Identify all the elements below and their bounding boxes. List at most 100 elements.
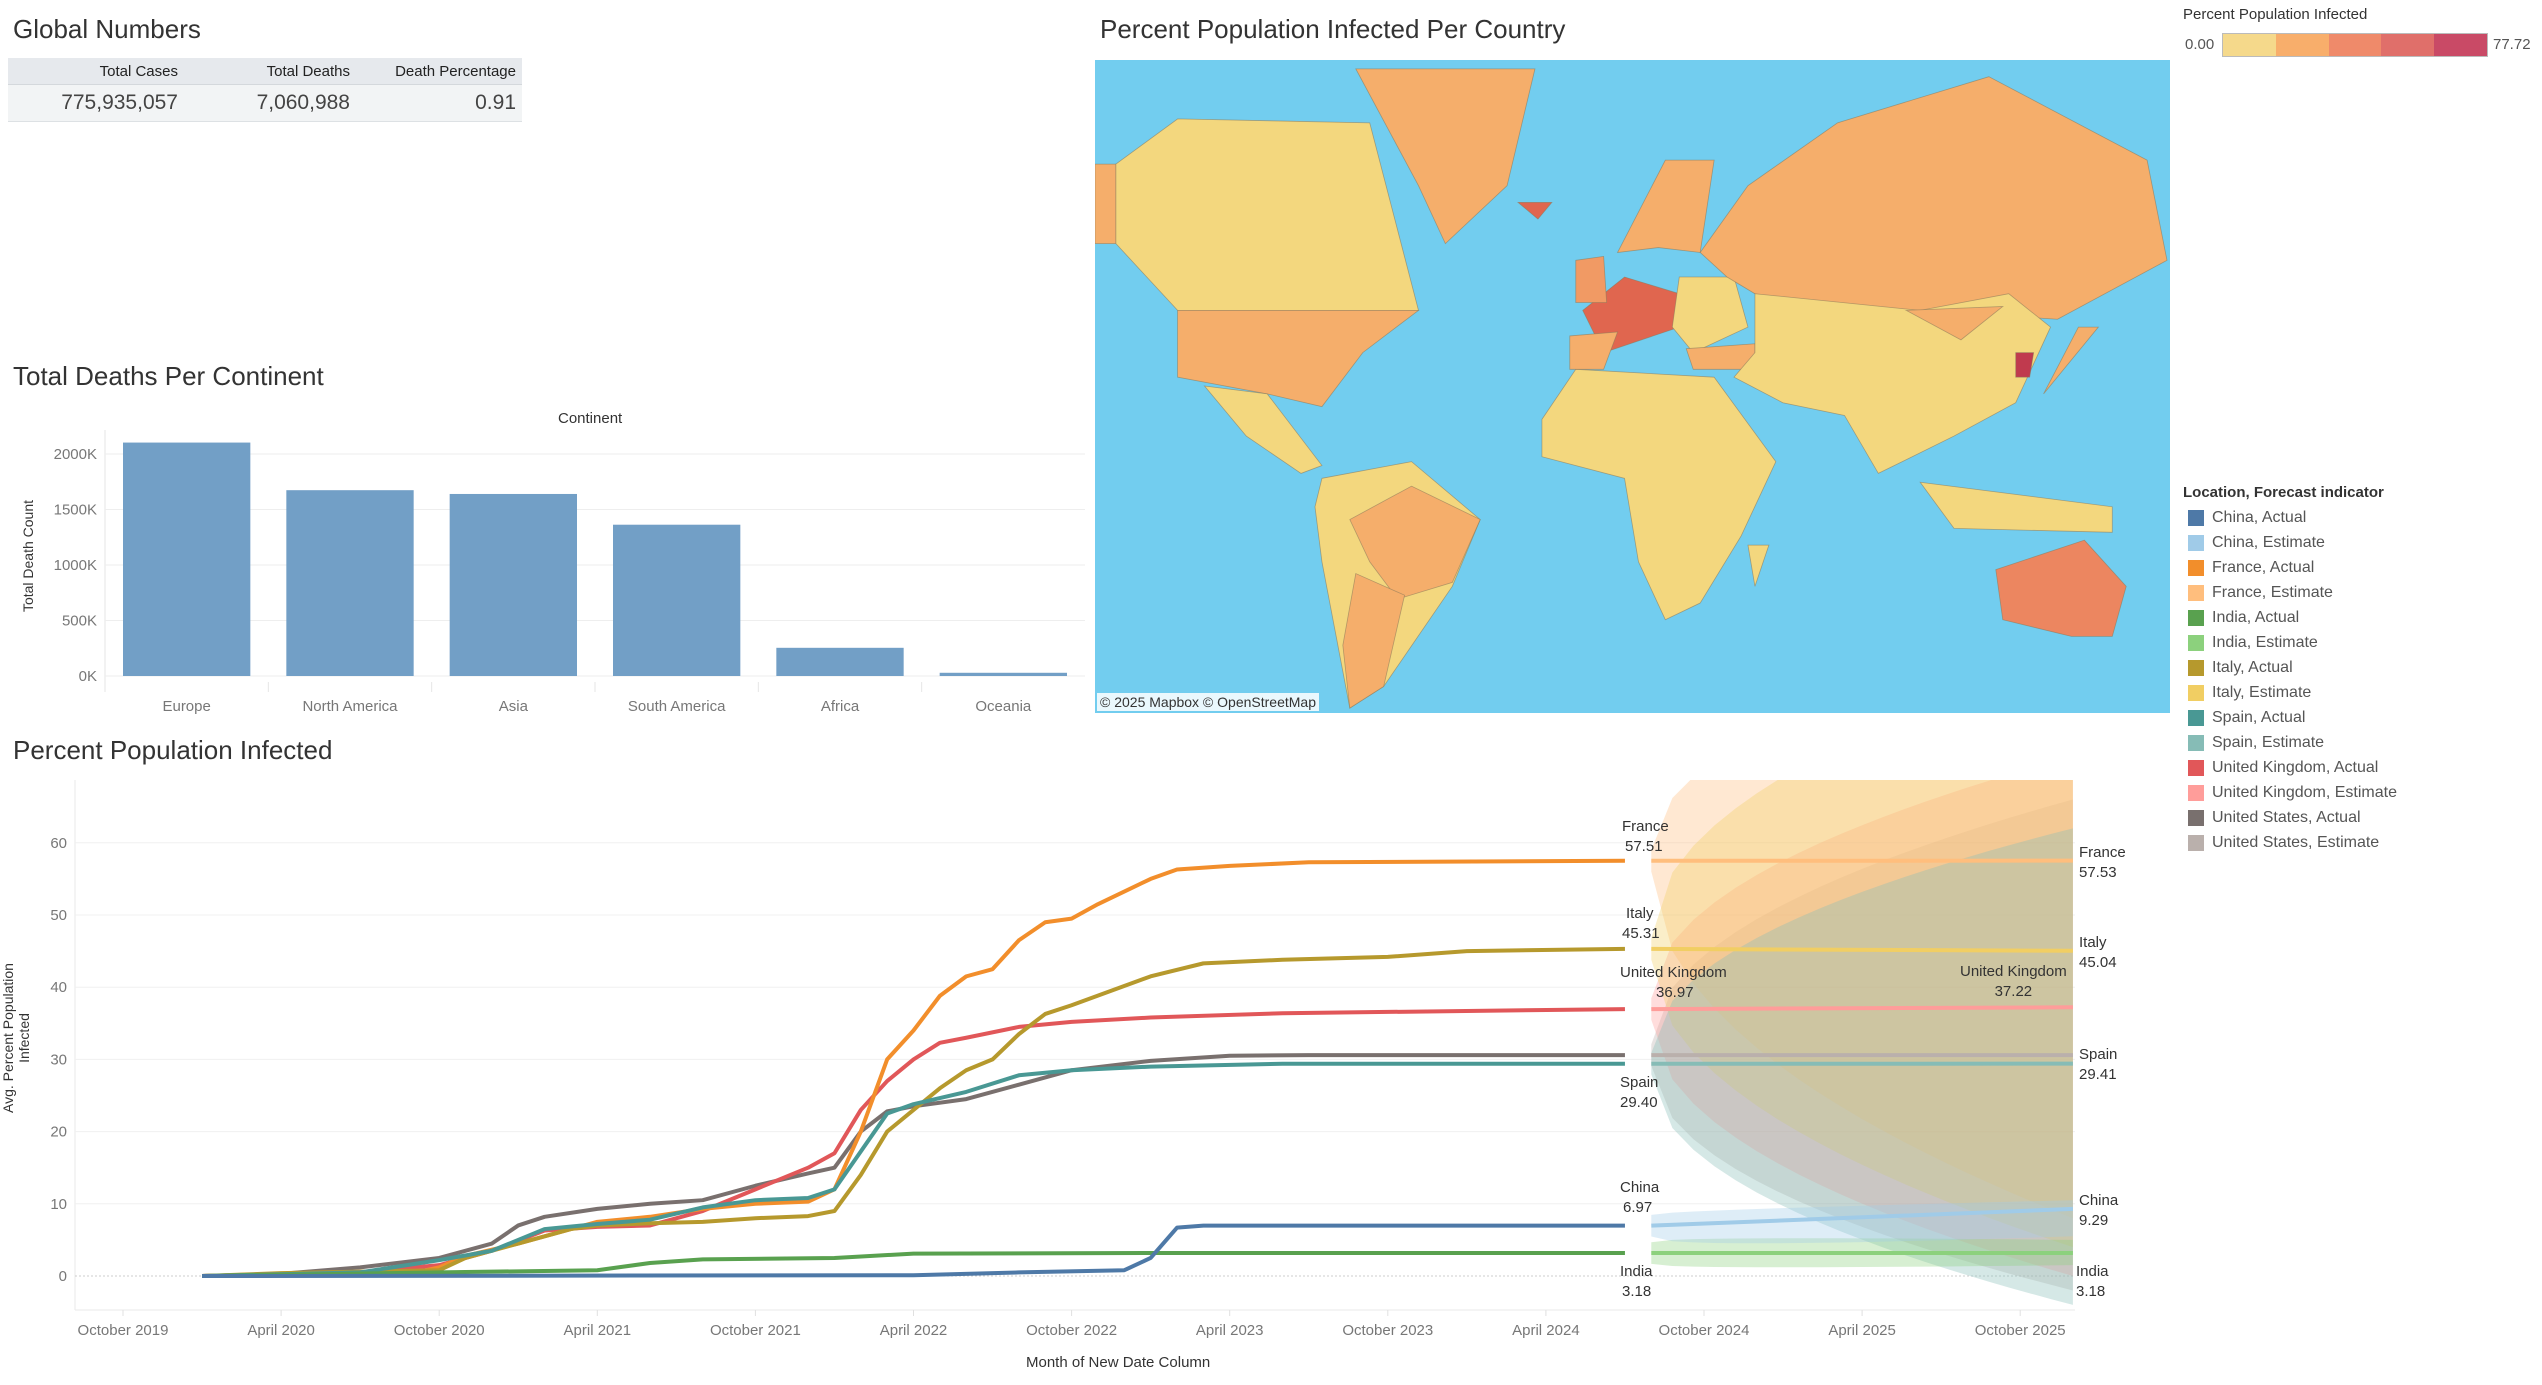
x-tick-label: Oceania	[975, 698, 1032, 715]
x-tick-label: October 2020	[394, 1322, 485, 1339]
label-actual-india: India 3.18	[1620, 1262, 1653, 1302]
bar-europe[interactable]	[123, 442, 251, 676]
total-deaths-value: 7,060,988	[256, 91, 350, 114]
line-actual-china[interactable]	[202, 1223, 1625, 1278]
world-map[interactable]: © 2025 Mapbox © OpenStreetMap	[1094, 60, 2170, 713]
header-total-deaths: Total Deaths	[266, 62, 350, 80]
country-russia[interactable]	[1699, 76, 2168, 320]
legend-label: India, Estimate	[2212, 634, 2318, 651]
label-estimate-india: India 3.18	[2076, 1262, 2109, 1302]
line-actual-united-states[interactable]	[201, 1053, 1625, 1278]
label-name: France	[1622, 818, 1669, 835]
line-actual-italy[interactable]	[201, 946, 1625, 1278]
legend-swatch	[2188, 535, 2204, 551]
bar-north-america[interactable]	[286, 490, 414, 676]
legend-item[interactable]: United Kingdom, Estimate	[2188, 783, 2397, 803]
region-southeast-asia[interactable]	[1919, 481, 2113, 533]
map-title: Percent Population Infected Per Country	[1100, 14, 1566, 44]
bar-asia[interactable]	[449, 493, 577, 676]
line-actual-india[interactable]	[202, 1251, 1625, 1278]
country-australia[interactable]	[1995, 539, 2127, 637]
legend-item[interactable]: India, Estimate	[2188, 633, 2318, 653]
line-estimate-italy[interactable]	[1651, 946, 2073, 953]
x-tick-label: Asia	[499, 698, 529, 715]
legend-swatch	[2188, 510, 2204, 526]
forecast-band-france	[1651, 780, 2073, 1219]
legend-item[interactable]: Spain, Actual	[2188, 708, 2305, 728]
label-name: India	[2076, 1263, 2109, 1280]
map-attribution[interactable]: © 2025 Mapbox © OpenStreetMap	[1097, 693, 1319, 711]
legend-label: United States, Estimate	[2212, 834, 2380, 851]
line-actual-united-kingdom[interactable]	[202, 1007, 1625, 1278]
color-legend-min: 0.00	[2185, 36, 2215, 53]
bar-chart-title: Total Deaths Per Continent	[13, 361, 324, 391]
label-actual-china: China 6.97	[1620, 1178, 1659, 1218]
country-brazil[interactable]	[1349, 485, 1481, 600]
x-tick-label: April 2024	[1512, 1322, 1580, 1339]
label-value: 29.40	[1620, 1094, 1658, 1111]
continent-africa[interactable]	[1541, 368, 1777, 621]
label-name: United Kingdom	[1620, 964, 1727, 981]
legend-item[interactable]: France, Actual	[2188, 558, 2314, 578]
legend-swatch	[2188, 835, 2204, 851]
y-tick-label: 40	[50, 979, 67, 996]
label-name: Italy	[2079, 934, 2107, 951]
country-madagascar[interactable]	[1747, 544, 1770, 587]
legend-item[interactable]: China, Actual	[2188, 508, 2306, 528]
line-chart-title: Percent Population Infected	[13, 735, 333, 765]
legend-item[interactable]: United States, Actual	[2188, 808, 2361, 828]
country-japan[interactable]	[2043, 326, 2100, 395]
region-asia[interactable]	[1733, 293, 2052, 474]
country-usa[interactable]	[1177, 310, 1420, 408]
bar-oceania[interactable]	[939, 672, 1067, 676]
world-map-svg[interactable]	[1094, 60, 2170, 713]
legend-label: India, Actual	[2212, 609, 2300, 626]
legend-label: Italy, Estimate	[2212, 684, 2312, 701]
country-uk[interactable]	[1575, 255, 1608, 303]
country-south-korea[interactable]	[2015, 352, 2035, 378]
country-scandinavia[interactable]	[1616, 159, 1715, 253]
legend-label: Italy, Actual	[2212, 659, 2293, 676]
country-mongolia[interactable]	[1904, 306, 2004, 341]
legend-item[interactable]: Italy, Estimate	[2188, 683, 2311, 703]
country-spain[interactable]	[1569, 331, 1619, 370]
y-tick-label: 60	[50, 835, 67, 852]
line-estimate-china[interactable]	[1651, 1206, 2073, 1228]
bar-africa[interactable]	[776, 647, 904, 676]
legend-item[interactable]: Italy, Actual	[2188, 658, 2293, 678]
label-name: Italy	[1626, 905, 1654, 922]
legend-swatch	[2188, 760, 2204, 776]
label-estimate-china: China 9.29	[2079, 1191, 2118, 1231]
y-tick-label: 0K	[79, 668, 97, 685]
country-greenland[interactable]	[1355, 68, 1536, 245]
table-row[interactable]: 775,935,057 7,060,988 0.91	[8, 85, 522, 122]
color-legend-title: Percent Population Infected	[2183, 6, 2368, 23]
line-actual-spain[interactable]	[202, 1061, 1625, 1278]
bar-south-america[interactable]	[613, 524, 741, 676]
x-tick-label: April 2022	[880, 1322, 948, 1339]
legend-label: Spain, Estimate	[2212, 734, 2325, 751]
line-estimate-united-kingdom[interactable]	[1651, 1005, 2073, 1012]
legend-item[interactable]: China, Estimate	[2188, 533, 2325, 553]
legend-item[interactable]: India, Actual	[2188, 608, 2299, 628]
legend-item[interactable]: United States, Estimate	[2188, 833, 2379, 853]
label-value: 6.97	[1623, 1199, 1653, 1216]
label-estimate-spain: Spain 29.41	[2079, 1045, 2117, 1085]
forecast-band-italy	[1651, 780, 2073, 1248]
legend-item[interactable]: Spain, Estimate	[2188, 733, 2324, 753]
line-actual-france[interactable]	[202, 858, 1625, 1278]
global-numbers-title: Global Numbers	[13, 14, 201, 44]
country-iceland[interactable]	[1516, 201, 1553, 220]
region-eastern-europe[interactable]	[1671, 276, 1749, 354]
label-actual-united-kingdom: United Kingdom 36.97	[1620, 963, 1727, 1003]
label-name: China	[2079, 1192, 2119, 1209]
label-actual-france: France 57.51	[1622, 817, 1669, 857]
legend-label: France, Estimate	[2212, 584, 2333, 601]
legend-label: China, Actual	[2212, 509, 2307, 526]
x-tick-label: Africa	[821, 698, 860, 715]
legend-item[interactable]: France, Estimate	[2188, 583, 2333, 603]
legend-item[interactable]: United Kingdom, Actual	[2188, 758, 2378, 778]
x-tick-label: October 2024	[1659, 1322, 1750, 1339]
country-argentina[interactable]	[1342, 572, 1406, 709]
country-mexico[interactable]	[1203, 385, 1323, 474]
